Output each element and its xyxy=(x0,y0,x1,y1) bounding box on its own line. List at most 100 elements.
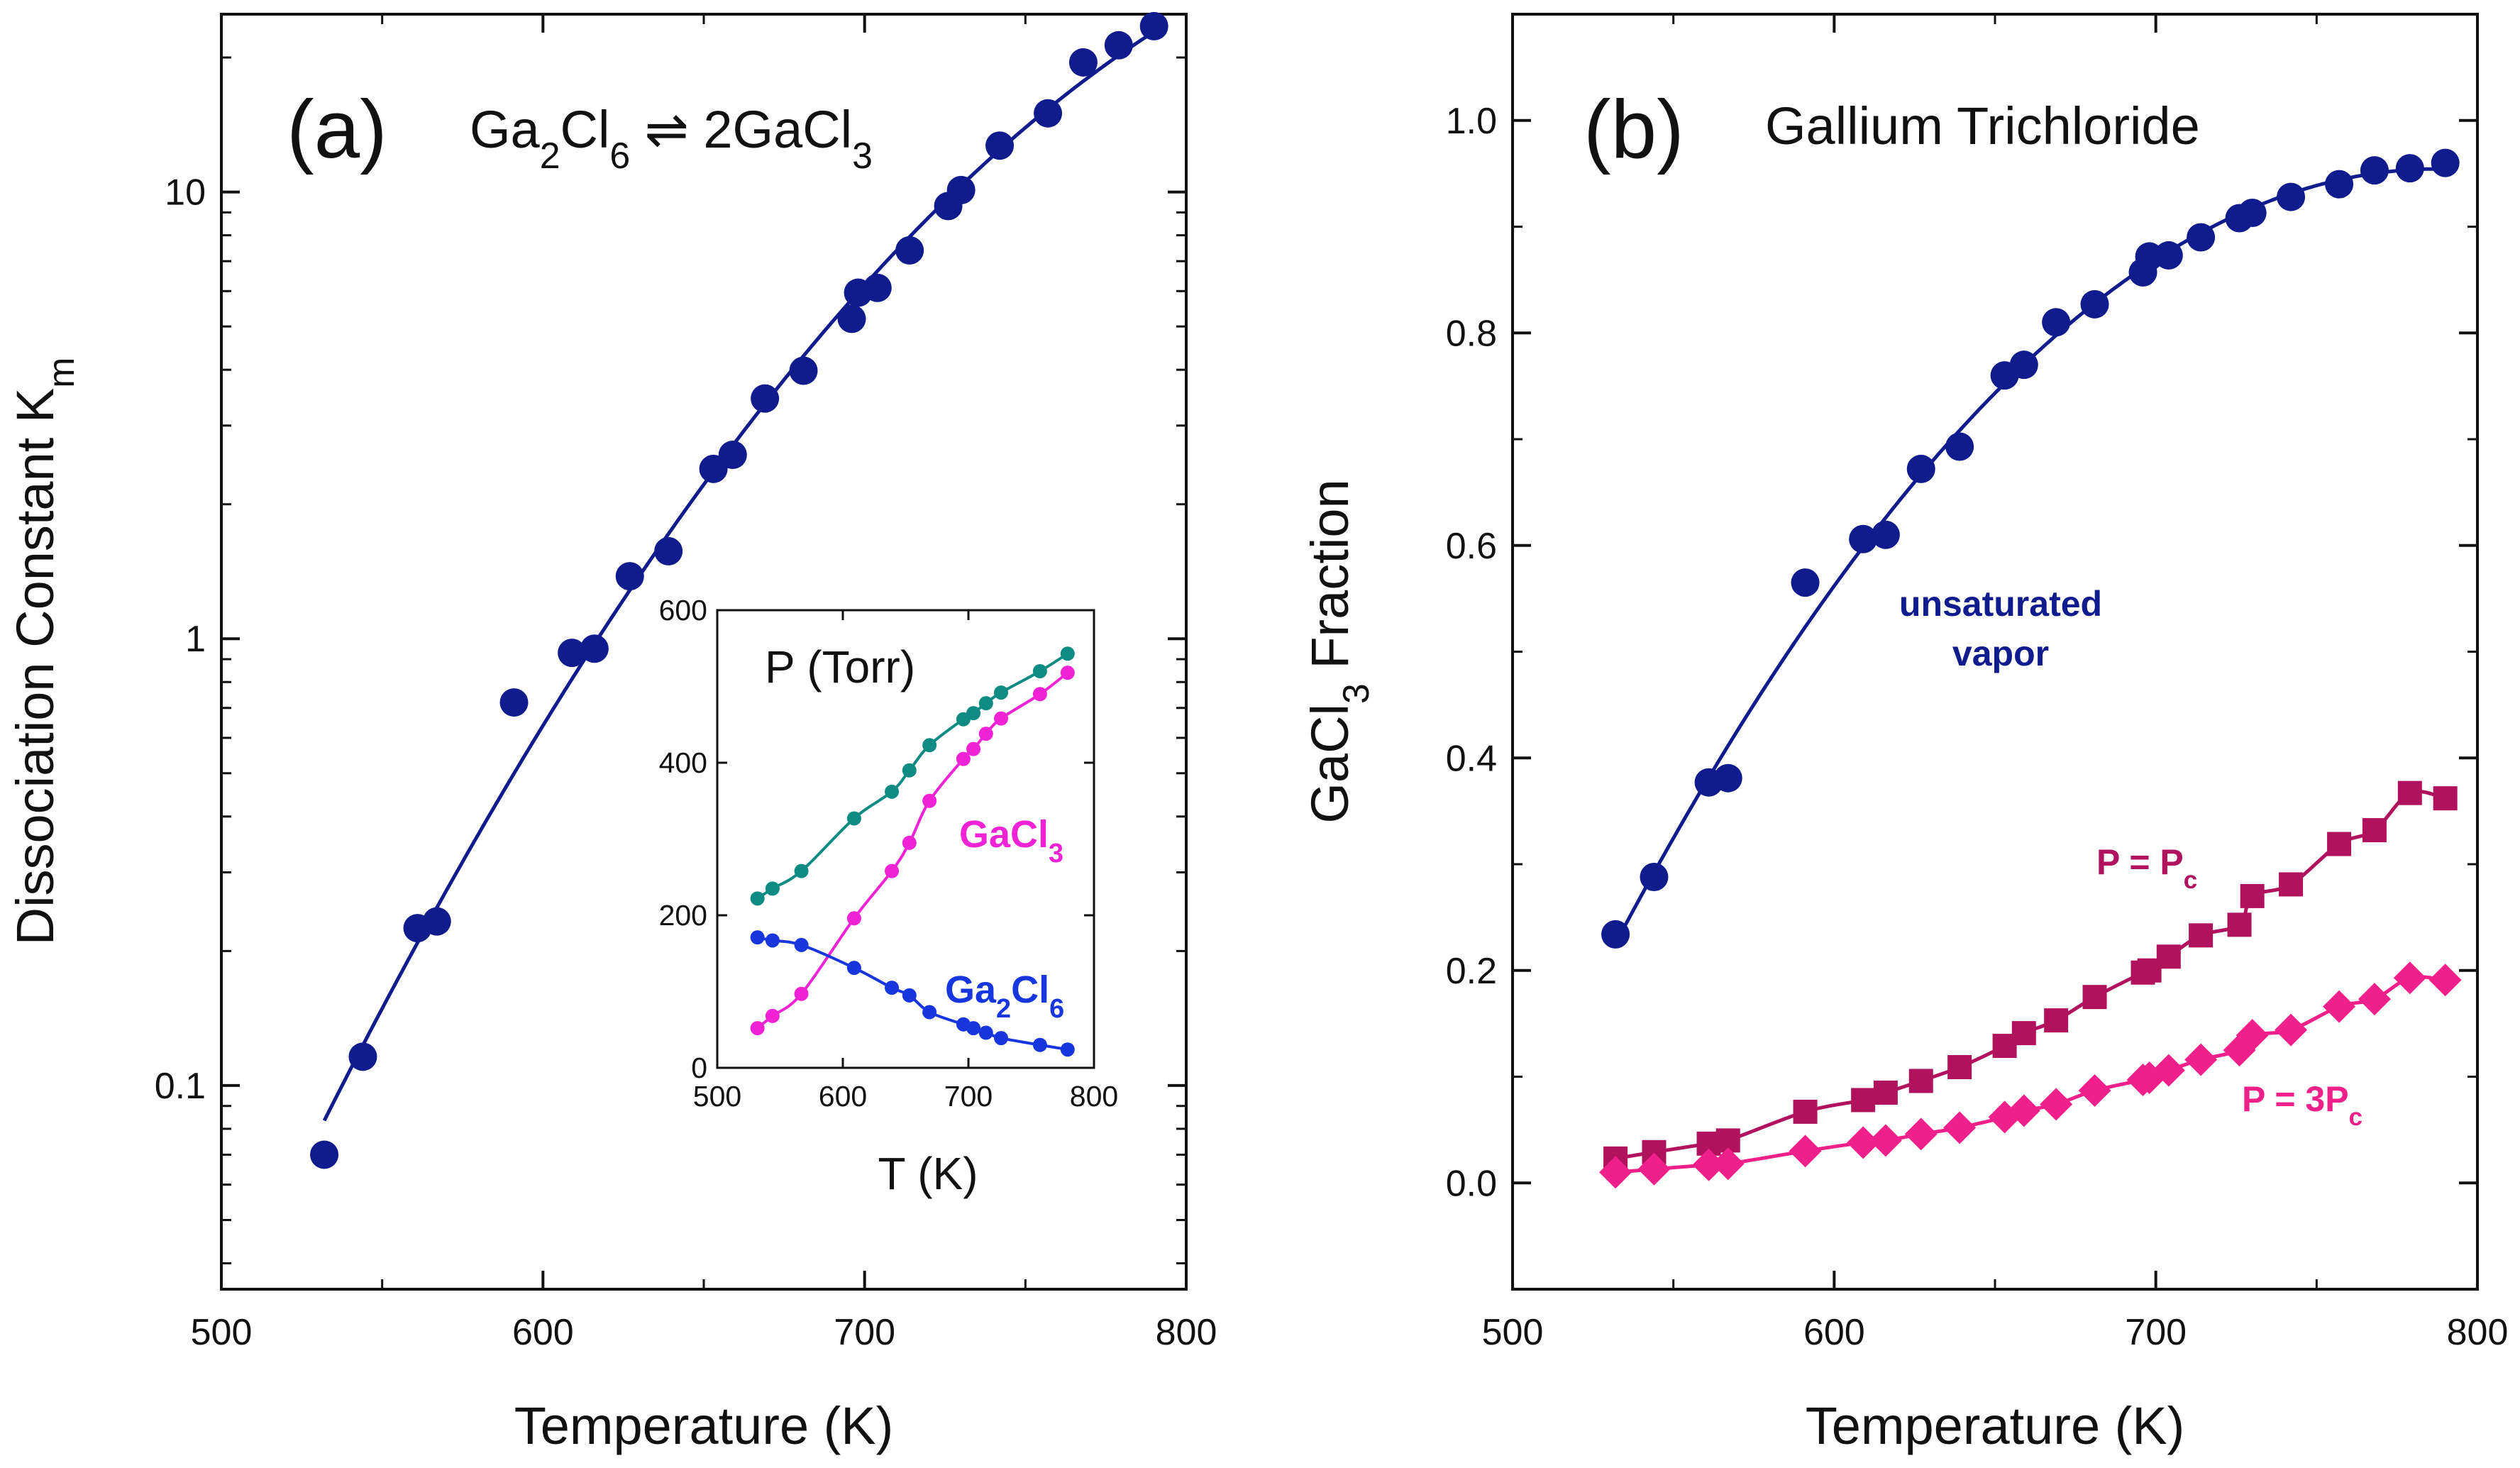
data-point xyxy=(2187,223,2216,252)
y-tick-label: 0.8 xyxy=(1446,313,1497,354)
x-tick-label: 600 xyxy=(512,1312,574,1353)
data-point xyxy=(1104,31,1133,60)
inset-y-tick-label: 200 xyxy=(659,899,707,932)
data-point xyxy=(348,1042,377,1071)
panel-a-y-axis-title: Dissociation Constant Km xyxy=(6,358,82,946)
inset-data-point xyxy=(1060,666,1075,680)
data-point xyxy=(2011,1021,2036,1046)
inset-data-point xyxy=(846,911,861,926)
x-tick-label: 800 xyxy=(2447,1312,2509,1353)
data-point xyxy=(2362,818,2387,843)
data-point xyxy=(2323,990,2356,1023)
data-point xyxy=(2227,912,2252,937)
y-tick-label: 1.0 xyxy=(1446,101,1497,142)
data-point xyxy=(310,1140,339,1169)
data-point xyxy=(1908,1069,1933,1093)
inset-data-point xyxy=(846,811,861,826)
data-point xyxy=(946,175,976,204)
inset-data-point xyxy=(794,863,809,878)
inset-y-tick-label: 400 xyxy=(659,746,707,779)
data-point xyxy=(789,356,818,385)
inset-y-tick-label: 0 xyxy=(691,1052,707,1084)
data-point xyxy=(2042,308,2071,337)
y-tick-label: 10 xyxy=(165,172,206,214)
data-point xyxy=(2152,1054,2185,1087)
data-point xyxy=(2358,983,2391,1016)
data-point xyxy=(1637,1152,1671,1186)
data-point xyxy=(2078,1074,2111,1107)
data-point xyxy=(1851,1088,1876,1113)
panel-a-inset: 500 600 700 800 0 200 400 600 P (Torr) T (K) Ga… xyxy=(659,594,1119,1199)
data-point xyxy=(2433,786,2458,811)
panel-b-y-axis-title: GaCl3 Fraction xyxy=(1300,479,1376,823)
inset-tick-labels: 500 600 700 800 0 200 400 600 xyxy=(659,594,1119,1113)
data-point xyxy=(751,384,780,413)
y-tick-label: 0.4 xyxy=(1446,738,1497,779)
panel-a-markers xyxy=(310,11,1168,1169)
data-point xyxy=(718,441,747,470)
data-point xyxy=(1793,1099,1818,1124)
series-label-vapor: vapor xyxy=(1952,634,2049,673)
x-tick-label: 500 xyxy=(191,1312,253,1353)
data-point xyxy=(1906,454,1935,483)
panel-a-curves xyxy=(322,30,1156,1122)
data-point xyxy=(2189,923,2214,948)
panel-a-tick-labels: 500 600 700 800 0.1 1 10 xyxy=(155,172,1217,1353)
inset-data-point xyxy=(922,793,937,808)
data-point xyxy=(1945,432,1974,461)
inset-data-point xyxy=(765,881,780,896)
inset-data-point xyxy=(1032,1037,1047,1052)
panel-a-title: Ga2Cl6 ⇌ 2GaCl3 xyxy=(470,100,873,176)
y-tick-label: 0.2 xyxy=(1446,951,1497,992)
inset-series-label-gacl3: GaCl3 xyxy=(959,813,1063,868)
data-point xyxy=(1692,1148,1725,1181)
inset-data-point xyxy=(846,961,861,976)
series-label-p-pc: P = Pc xyxy=(2096,842,2197,894)
panel-b: 500 600 700 800 0.0 0.2 0.4 0.6 0.8 1.0 (b) Galli… xyxy=(1300,13,2509,1455)
data-point xyxy=(2238,199,2267,228)
data-point xyxy=(895,236,924,265)
data-point xyxy=(1068,48,1098,77)
data-point xyxy=(1139,11,1168,40)
inset-data-point xyxy=(956,751,971,766)
inset-data-point xyxy=(966,706,981,721)
inset-data-point xyxy=(902,835,917,850)
data-point xyxy=(2277,182,2306,211)
data-point xyxy=(863,273,892,302)
data-point xyxy=(2275,1013,2308,1047)
inset-data-point xyxy=(978,696,993,711)
inset-ticks xyxy=(716,609,1095,1069)
data-point xyxy=(2325,170,2354,199)
y-tick-label: 1 xyxy=(185,619,206,660)
data-point xyxy=(2080,289,2109,319)
inset-x-axis-title: T (K) xyxy=(878,1148,978,1199)
data-point xyxy=(2327,832,2352,856)
data-point xyxy=(837,304,866,333)
panel-b-markers xyxy=(1599,148,2462,1189)
inset-data-point xyxy=(1060,646,1075,661)
data-point xyxy=(2007,1094,2040,1127)
x-tick-label: 800 xyxy=(1156,1312,1217,1353)
data-point xyxy=(2082,985,2107,1010)
data-point xyxy=(1034,99,1063,128)
inset-data-point xyxy=(750,891,765,906)
data-point xyxy=(1847,1126,1880,1159)
data-point xyxy=(2397,780,2422,805)
data-point xyxy=(654,536,683,565)
data-point xyxy=(1640,862,1669,891)
data-point xyxy=(2393,961,2426,995)
inset-data-point xyxy=(922,1005,937,1020)
data-point xyxy=(2044,1008,2069,1033)
data-point xyxy=(1943,1111,1977,1144)
inset-data-point xyxy=(1032,664,1047,678)
inset-data-point xyxy=(922,738,937,753)
data-point xyxy=(2040,1088,2073,1121)
inset-data-point xyxy=(750,1021,765,1036)
inset-data-point xyxy=(885,784,900,799)
inset-data-point xyxy=(966,1021,981,1036)
data-point xyxy=(2156,944,2181,969)
data-point xyxy=(1711,1147,1745,1181)
data-point xyxy=(2009,351,2038,380)
